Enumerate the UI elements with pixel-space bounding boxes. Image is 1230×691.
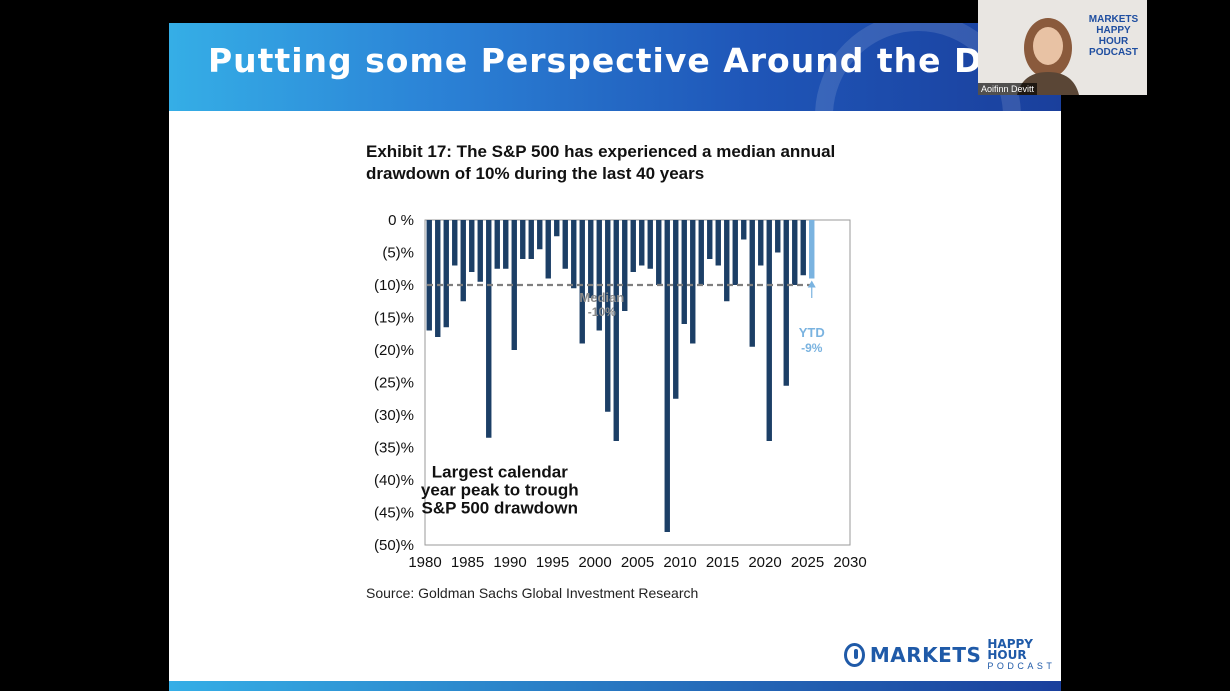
slide-title: Putting some Perspective Around the Draw… — [208, 41, 1061, 80]
drawdown-bar — [503, 220, 509, 269]
chart-annotation-line: Largest calendar — [432, 462, 568, 481]
drawdown-bar — [724, 220, 730, 302]
ytd-label: YTD — [799, 325, 825, 340]
podcast-logo-watermark: MARKETS HAPPY HOUR PODCAST — [1080, 14, 1147, 58]
x-tick-label: 1995 — [536, 554, 569, 571]
y-tick-label: (45)% — [374, 505, 414, 522]
drawdown-bar — [647, 220, 653, 269]
y-tick-label: (5)% — [382, 245, 414, 262]
drawdown-bar — [486, 220, 492, 438]
webcam-thumbnail[interactable]: MARKETS HAPPY HOUR PODCAST Aoifinn Devit… — [978, 0, 1147, 95]
y-tick-label: (50)% — [374, 537, 414, 554]
y-tick-label: (15)% — [374, 310, 414, 327]
logo-happy-hour-text: HAPPY HOUR — [987, 636, 1033, 662]
drawdown-bar — [435, 220, 441, 337]
microphone-icon — [844, 643, 865, 667]
y-tick-label: (20)% — [374, 342, 414, 359]
x-tick-label: 2005 — [621, 554, 654, 571]
x-tick-label: 2030 — [833, 554, 866, 571]
x-tick-label: 2020 — [748, 554, 781, 571]
x-tick-label: 2025 — [791, 554, 824, 571]
drawdown-bar — [443, 220, 449, 328]
drawdown-bar — [520, 220, 526, 259]
x-tick-label: 2010 — [663, 554, 696, 571]
drawdown-bar — [528, 220, 534, 259]
y-tick-label: (40)% — [374, 472, 414, 489]
drawdown-bar — [707, 220, 713, 259]
drawdown-bar — [800, 220, 806, 276]
x-tick-label: 1980 — [408, 554, 441, 571]
drawdown-bar — [554, 220, 560, 237]
drawdown-bar — [639, 220, 645, 266]
y-tick-label: 0 % — [388, 212, 414, 229]
drawdown-bar — [758, 220, 764, 266]
drawdown-bar — [622, 220, 628, 311]
presentation-slide: Putting some Perspective Around the Draw… — [169, 23, 1061, 691]
drawdown-bar — [426, 220, 432, 331]
x-tick-label: 2015 — [706, 554, 739, 571]
ytd-value-label: -9% — [801, 341, 823, 355]
drawdown-bar — [766, 220, 772, 441]
drawdown-bar — [690, 220, 696, 344]
y-tick-label: (10)% — [374, 277, 414, 294]
drawdown-bar — [749, 220, 755, 347]
drawdown-bar — [460, 220, 466, 302]
y-tick-label: (25)% — [374, 375, 414, 392]
drawdown-bar — [613, 220, 619, 441]
ytd-bar — [809, 220, 815, 279]
chart-source: Source: Goldman Sachs Global Investment … — [366, 585, 699, 601]
y-tick-label: (35)% — [374, 440, 414, 457]
drawdown-bar — [681, 220, 687, 324]
drawdown-bar — [732, 220, 738, 285]
drawdown-bar — [698, 220, 704, 285]
median-label: Median — [579, 290, 624, 305]
x-tick-label: 2000 — [578, 554, 611, 571]
drawdown-bar — [673, 220, 679, 399]
drawdown-bar — [571, 220, 577, 289]
drawdown-bar — [664, 220, 670, 532]
slide-banner: Putting some Perspective Around the Draw… — [169, 23, 1061, 111]
drawdown-bar — [511, 220, 517, 350]
slide-bottom-bar — [169, 681, 1061, 691]
chart-annotation-line: S&P 500 drawdown — [422, 498, 579, 517]
drawdown-bar — [477, 220, 483, 282]
drawdown-bar — [741, 220, 747, 240]
chart-annotation-line: year peak to trough — [421, 480, 579, 499]
logo-podcast-text: PODCAST — [987, 660, 1056, 671]
drawdown-bar — [715, 220, 721, 266]
markets-happy-hour-logo: MARKETS HAPPY HOUR PODCAST — [844, 636, 1061, 671]
drawdown-bar — [469, 220, 475, 272]
plot-area — [424, 219, 851, 546]
participant-name: Aoifinn Devitt — [978, 83, 1038, 95]
logo-markets-text: MARKETS — [869, 643, 982, 667]
x-tick-label: 1990 — [493, 554, 526, 571]
x-tick-label: 1985 — [451, 554, 484, 571]
cam-logo-line2: HOUR PODCAST — [1089, 36, 1138, 58]
drawdown-bar — [605, 220, 611, 412]
drawdown-bar — [783, 220, 789, 386]
drawdown-bar — [537, 220, 543, 250]
drawdown-bar — [579, 220, 585, 344]
ytd-arrow-head — [807, 280, 816, 288]
drawdown-bar — [792, 220, 798, 285]
drawdown-bar — [452, 220, 458, 266]
exhibit-title: Exhibit 17: The S&P 500 has experienced … — [366, 142, 836, 183]
drawdown-bar — [630, 220, 636, 272]
drawdown-bar — [588, 220, 594, 298]
cam-logo-line1: MARKETS HAPPY — [1088, 14, 1139, 36]
drawdown-bar — [494, 220, 500, 269]
y-tick-label: (30)% — [374, 407, 414, 424]
drawdown-bar — [775, 220, 781, 253]
drawdown-bar — [545, 220, 551, 279]
drawdown-bar — [596, 220, 602, 331]
drawdown-bar — [562, 220, 568, 269]
drawdown-bar — [656, 220, 662, 285]
median-value-label: -10% — [588, 305, 616, 319]
